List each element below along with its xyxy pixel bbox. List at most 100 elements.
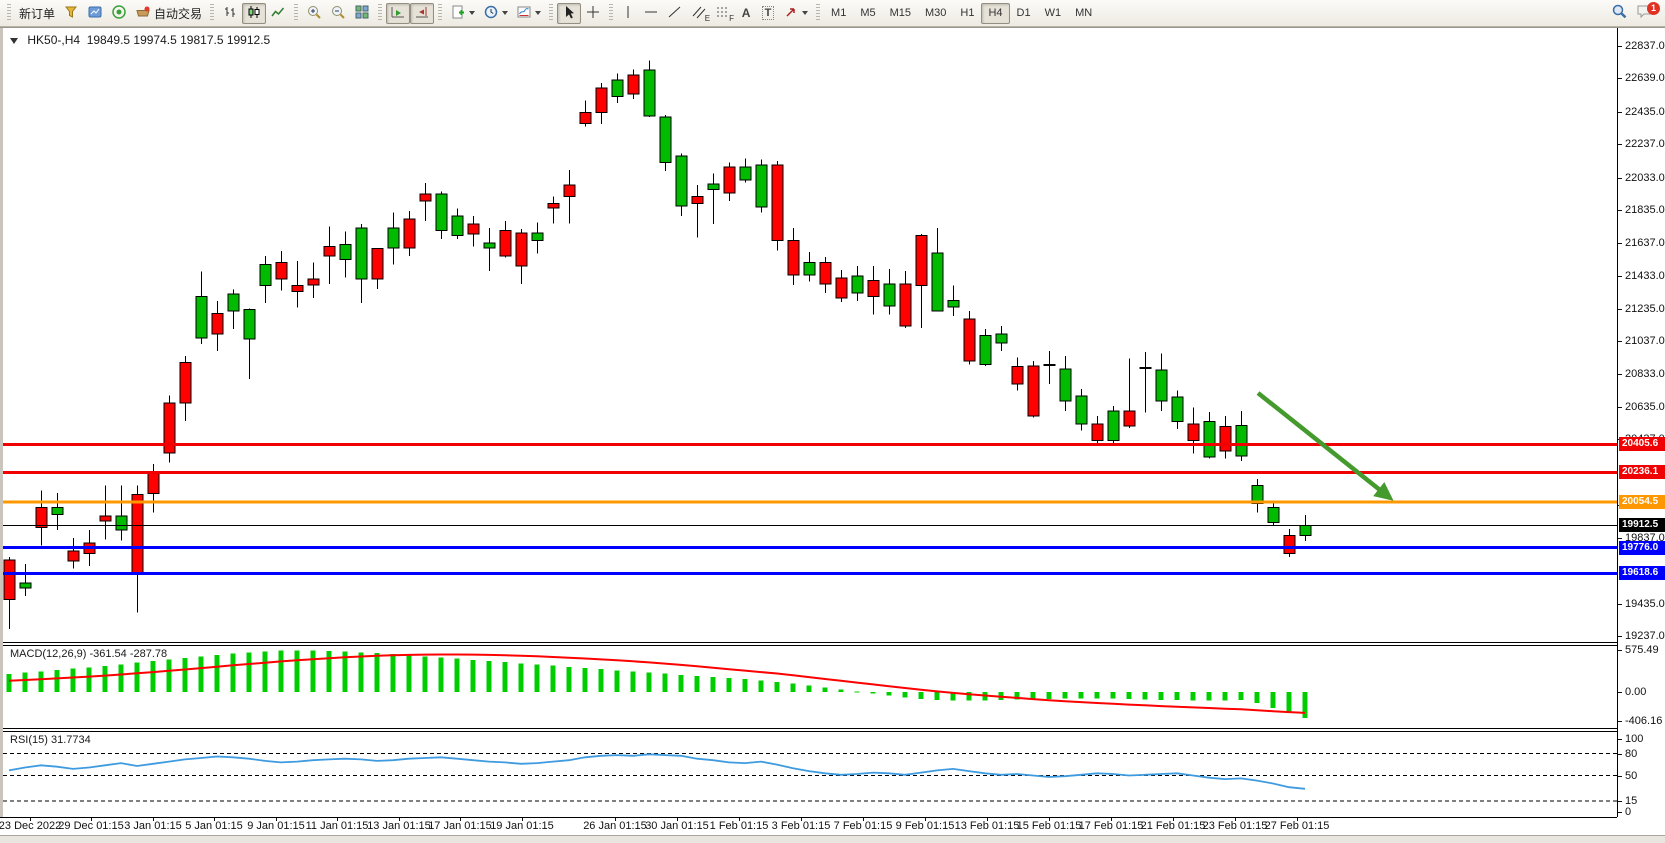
axis-tick-mark xyxy=(1618,243,1622,244)
indicators-button[interactable] xyxy=(446,3,479,24)
timeframe-button-MN[interactable]: MN xyxy=(1075,7,1093,19)
toolbar-grip[interactable] xyxy=(816,4,821,22)
timeframe-button-H1[interactable]: H1 xyxy=(960,7,975,19)
vertical-line-icon xyxy=(621,4,635,23)
time-tick-mark xyxy=(522,817,523,821)
chart-window[interactable]: HK50-,H4 19849.5 19974.5 19817.5 19912.5… xyxy=(0,27,1665,843)
new-order-button[interactable]: 新订单 xyxy=(15,3,59,24)
text-label-button[interactable]: T xyxy=(757,3,779,24)
time-tick-mark xyxy=(153,817,154,821)
cursor-button[interactable] xyxy=(557,2,582,24)
time-axis-label: 26 Jan 01:15 xyxy=(583,820,647,832)
fibonacci-button[interactable]: F xyxy=(711,3,735,24)
zoom-in-button[interactable] xyxy=(302,3,326,24)
time-axis-label: 11 Jan 01:15 xyxy=(305,820,369,832)
signal-button[interactable] xyxy=(107,3,131,24)
time-axis-label: 1 Feb 01:15 xyxy=(709,820,769,832)
time-axis-label: 27 Feb 01:15 xyxy=(1264,820,1330,832)
axis-tick-mark xyxy=(1618,650,1622,651)
toolbar-grip[interactable] xyxy=(7,4,11,22)
axis-tick-mark xyxy=(1618,276,1622,277)
auto-trading-button[interactable]: 自动交易 xyxy=(131,3,206,24)
vertical-line-button[interactable] xyxy=(617,3,639,24)
time-tick-mark xyxy=(739,817,740,821)
time-axis[interactable]: 23 Dec 2022 29 Dec 01:15 3 Jan 01:15 5 Jan … xyxy=(0,817,1665,835)
time-tick-mark xyxy=(863,817,864,821)
profiles-button[interactable] xyxy=(83,3,107,24)
signal-icon xyxy=(111,4,127,23)
bar-chart-button[interactable] xyxy=(218,3,242,24)
time-axis-label: 30 Jan 01:15 xyxy=(645,820,709,832)
tile-windows-button[interactable] xyxy=(350,3,374,24)
timeframe-button-M15[interactable]: M15 xyxy=(889,7,911,19)
price-axis[interactable]: 22837.0 22639.0 22435.0 22237.0 22033.0 21835… xyxy=(1617,28,1665,818)
price-axis-tick: 19237.0 xyxy=(1625,630,1665,642)
axis-tick-mark xyxy=(1618,178,1622,179)
new-order-label: 新订单 xyxy=(19,6,56,21)
time-axis-label: 19 Jan 01:15 xyxy=(490,820,554,832)
price-axis-tick: 21037.0 xyxy=(1625,335,1665,347)
line-chart-button[interactable] xyxy=(266,3,290,24)
toolbar-grip[interactable] xyxy=(549,4,554,22)
time-axis-label: 15 Feb 01:15 xyxy=(1016,820,1082,832)
chart-shift-icon xyxy=(414,4,430,23)
pane-splitter[interactable] xyxy=(0,645,1617,646)
timeframe-group: M1 M5 M15 M30 H1 H4 D1 W1 MN xyxy=(824,2,1099,24)
toolbar-grip[interactable] xyxy=(294,4,299,22)
funnel-button[interactable] xyxy=(59,3,83,24)
one-click-trading-icon[interactable] xyxy=(10,38,18,44)
timeframe-button-W1[interactable]: W1 xyxy=(1044,7,1062,19)
periods-clock-icon xyxy=(483,4,499,23)
toolbar-grip[interactable] xyxy=(378,4,383,22)
axis-tick-mark xyxy=(1618,721,1622,722)
crosshair-button[interactable] xyxy=(581,3,605,24)
pane-splitter[interactable] xyxy=(0,642,1617,643)
chevron-down-icon xyxy=(535,11,542,15)
timeframe-button-M1[interactable]: M1 xyxy=(831,7,847,19)
search-button[interactable] xyxy=(1606,3,1632,24)
toolbar-grip[interactable] xyxy=(609,4,614,22)
pane-splitter[interactable] xyxy=(0,731,1617,732)
time-axis-label: 21 Feb 01:15 xyxy=(1140,820,1206,832)
horizontal-line-button[interactable] xyxy=(639,3,663,24)
arrows-button[interactable] xyxy=(779,3,812,24)
templates-button[interactable] xyxy=(512,3,545,24)
macd-pane[interactable] xyxy=(0,645,1617,728)
toolbar-grip[interactable] xyxy=(210,4,215,22)
fibonacci-letter: F xyxy=(729,13,735,23)
text-tool-button[interactable]: A xyxy=(735,3,757,24)
price-axis-tick: 22237.0 xyxy=(1625,138,1665,150)
chat-button[interactable]: 1 xyxy=(1632,1,1660,24)
time-tick-mark xyxy=(30,817,31,821)
timeframe-button-D1[interactable]: D1 xyxy=(1016,7,1031,19)
equidistant-channel-button[interactable]: E xyxy=(687,3,711,24)
time-tick-mark xyxy=(1173,817,1174,821)
trend-line-button[interactable] xyxy=(663,3,687,24)
auto-scroll-button[interactable] xyxy=(386,2,411,24)
rsi-axis-tick: 15 xyxy=(1625,795,1638,807)
toolbar-grip[interactable] xyxy=(438,4,443,22)
chart-shift-button[interactable] xyxy=(410,2,435,24)
pane-splitter xyxy=(0,817,1617,818)
fibonacci-icon xyxy=(715,4,731,23)
time-axis-label: 9 Feb 01:15 xyxy=(895,820,955,832)
notification-badge: 1 xyxy=(1647,1,1660,15)
price-pane[interactable] xyxy=(0,28,1617,642)
axis-tick-mark xyxy=(1618,112,1622,113)
chart-title: HK50-,H4 19849.5 19974.5 19817.5 19912.5 xyxy=(10,33,270,47)
price-tag: 19776.0 xyxy=(1619,541,1665,555)
pane-splitter[interactable] xyxy=(0,728,1617,729)
time-tick-mark xyxy=(276,817,277,821)
axis-tick-mark xyxy=(1618,776,1622,777)
periods-button[interactable] xyxy=(479,3,512,24)
timeframe-button-H4[interactable]: H4 xyxy=(981,2,1010,24)
axis-tick-mark xyxy=(1618,692,1622,693)
price-axis-tick: 21433.0 xyxy=(1625,270,1665,282)
time-tick-mark xyxy=(1049,817,1050,821)
zoom-out-icon xyxy=(330,4,346,23)
candlestick-chart-button[interactable] xyxy=(242,2,267,24)
zoom-out-button[interactable] xyxy=(326,3,350,24)
rsi-pane[interactable] xyxy=(0,731,1617,817)
timeframe-button-M30[interactable]: M30 xyxy=(925,7,947,19)
timeframe-button-M5[interactable]: M5 xyxy=(860,7,876,19)
